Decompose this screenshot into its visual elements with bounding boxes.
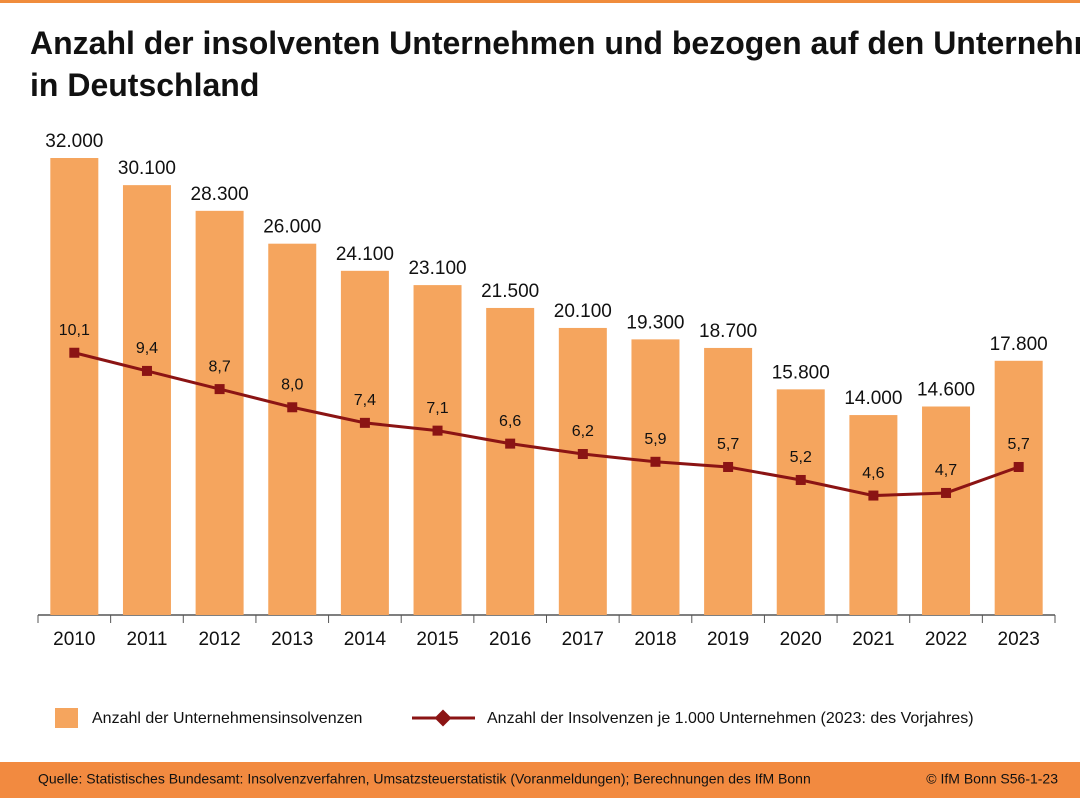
bar-label: 19.300 [626,312,684,333]
bar [704,347,753,615]
x-tick-label: 2013 [271,629,313,650]
bar-label: 32.000 [45,131,103,152]
line-label: 10,1 [59,322,90,339]
point [287,402,298,413]
bar-label: 28.300 [191,184,249,205]
bar [413,285,462,615]
bar-label: 15.800 [772,362,830,383]
x-tick-label: 2021 [852,629,894,650]
bar-label: 20.100 [554,301,612,322]
bar [922,406,971,615]
line-label: 7,1 [426,400,448,417]
bar [50,158,99,615]
point [1013,461,1024,472]
bar [268,243,317,615]
x-tick-label: 2010 [53,629,95,650]
line-label: 5,7 [1008,436,1030,453]
line-label: 4,7 [935,462,957,479]
bar [122,185,171,615]
bar-label: 30.100 [118,158,176,179]
line-label: 4,6 [862,465,884,482]
bar [631,339,680,615]
point [141,365,152,376]
source: Quelle: Statistisches Bundesamt: Insolve… [38,771,811,787]
bar-label: 26.000 [263,217,321,238]
line-label: 5,7 [717,436,739,453]
bar [195,210,244,615]
bar [849,415,898,615]
line-label: 5,9 [644,431,666,448]
point [69,347,80,358]
legend-label: Anzahl der Unternehmensinsolvenzen [92,710,362,727]
bar-label: 18.700 [699,321,757,342]
bar [558,327,607,615]
line-label: 8,7 [208,358,230,375]
x-tick-label: 2017 [562,629,604,650]
line-label: 8,0 [281,376,303,393]
bar-label: 14.000 [844,388,902,409]
bar-label: 21.500 [481,281,539,302]
x-tick-label: 2018 [634,629,676,650]
bar [776,389,825,615]
point [577,449,588,460]
x-tick-label: 2012 [198,629,240,650]
footer [0,762,1080,798]
x-tick-label: 2019 [707,629,749,650]
credit: © IfM Bonn S56-1-23 [926,771,1058,787]
point [432,425,443,436]
bar-label: 14.600 [917,380,975,401]
x-tick-label: 2011 [127,629,168,650]
point [941,487,952,498]
bar [340,270,389,615]
point [359,417,370,428]
x-tick-label: 2023 [998,629,1040,650]
point [868,490,879,501]
bar-label: 24.100 [336,244,394,265]
bar-label: 17.800 [990,334,1048,355]
legend-label: Anzahl der Insolvenzen je 1.000 Unterneh… [487,710,974,727]
line [73,351,1020,498]
bar [994,360,1043,615]
legend-swatch [434,709,452,727]
line-label: 5,2 [790,449,812,466]
point [723,461,734,472]
top-rule [0,0,1080,3]
line-label: 6,6 [499,413,521,430]
chart-title: Anzahl der insolventen Unternehmen und b… [30,25,1080,103]
bar [486,307,535,615]
x-tick-label: 2020 [780,629,822,650]
line-label: 6,2 [572,423,594,440]
x-tick-label: 2022 [925,629,967,650]
x-tick-label: 2014 [344,629,387,650]
point [795,474,806,485]
legend-swatch [55,708,78,728]
x-tick-label: 2015 [416,629,458,650]
line-label: 9,4 [136,340,158,357]
x-tick-label: 2016 [489,629,531,650]
point [650,456,661,467]
point [214,384,225,395]
line-label: 7,4 [354,392,376,409]
point [505,438,516,449]
bar-label: 23.100 [408,258,466,279]
